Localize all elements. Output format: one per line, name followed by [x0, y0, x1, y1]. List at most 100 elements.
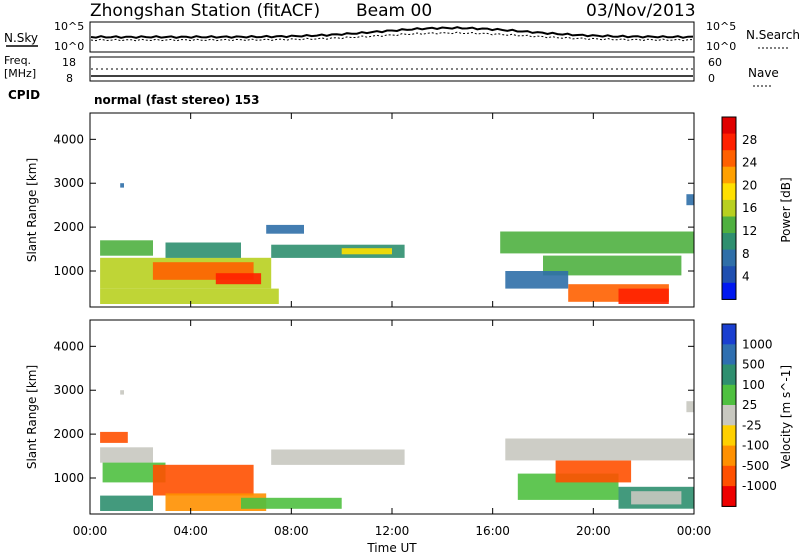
- nave-label: Nave: [748, 66, 779, 80]
- x-tick-label: 00:00: [677, 524, 712, 538]
- power-colorbar-segment: [722, 199, 736, 217]
- power-region-13: [505, 271, 569, 289]
- velocity-ytick-label: 2000: [53, 427, 84, 441]
- power-colorbar-segment: [722, 117, 736, 135]
- x-tick-label: 16:00: [475, 524, 510, 538]
- velocity-colorbar-tick: 500: [742, 358, 765, 372]
- velocity-colorbar-tick: 25: [742, 398, 757, 412]
- power-colorbar-tick: 8: [742, 247, 750, 261]
- power-ytick-label: 3000: [53, 176, 84, 190]
- velocity-colorbar-segment: [722, 324, 736, 345]
- nave-tick-bottom: 0: [708, 72, 715, 85]
- velocity-colorbar-segment: [722, 425, 736, 447]
- velocity-colorbar-segment: [722, 486, 736, 507]
- velocity-region-4: [100, 495, 153, 511]
- freq-unit: [MHz]: [4, 67, 36, 80]
- noise-sky-line: [90, 26, 694, 39]
- x-tick-labels: 00:00 04:00 08:00 12:00 16:00 20:00 00:00: [73, 524, 712, 538]
- date-label: 03/Nov/2013: [586, 1, 696, 21]
- velocity-region-7: [241, 497, 342, 509]
- velocity-colorbar-tick: -500: [742, 459, 769, 473]
- power-region-6: [271, 244, 405, 258]
- freq-panel-frame: [89, 56, 695, 82]
- velocity-colorbar-tick: -100: [742, 439, 769, 453]
- power-colorbar-tick: 16: [742, 201, 757, 215]
- velocity-colorbar-segment: [722, 465, 736, 487]
- velocity-ytick-label: 4000: [53, 339, 84, 353]
- velocity-colorbar-tick: 1000: [742, 337, 773, 351]
- power-colorbar-tick: 24: [742, 156, 757, 170]
- power-colorbar-segment: [722, 233, 736, 251]
- x-tick-label: 08:00: [274, 524, 309, 538]
- velocity-colorbar-tick: -25: [742, 418, 762, 432]
- velocity-ylabel: Slant Range [km]: [25, 365, 39, 469]
- power-colorbar-tick: 28: [742, 133, 757, 147]
- cpid-text: normal (fast stereo) 153: [94, 93, 260, 107]
- velocity-colorbar-tick: 100: [742, 378, 765, 392]
- freq-tick-top: 18: [62, 56, 76, 69]
- freq-tick-bottom: 8: [66, 72, 73, 85]
- velocity-ytick-label: 3000: [53, 383, 84, 397]
- velocity-colorbar-segment: [722, 384, 736, 406]
- power-colorbar-segment: [722, 249, 736, 267]
- power-colorbar-segment: [722, 150, 736, 168]
- velocity-region-1: [102, 462, 166, 483]
- power-colorbar-tick: 12: [742, 224, 757, 238]
- power-region-7: [341, 248, 392, 255]
- noise-panel: N.Sky 10^5 10^0 10^5 10^0 N.Search: [4, 20, 800, 53]
- power-colorbar-segment: [722, 166, 736, 184]
- power-region-5: [165, 242, 241, 258]
- x-tick-label: 12:00: [375, 524, 410, 538]
- power-colorbar-segment: [722, 216, 736, 234]
- velocity-panel: 1000 2000 3000 4000 Slant Range [km]: [25, 319, 695, 515]
- beam-label: Beam 00: [356, 1, 432, 21]
- velocity-colorbar-segment: [722, 344, 736, 366]
- power-colorbar-tick: 4: [742, 270, 750, 284]
- power-colorbar-segment: [722, 133, 736, 151]
- freq-label: Freq.: [4, 54, 31, 67]
- power-colorbar-label: Power [dB]: [779, 177, 793, 242]
- velocity-region-2: [152, 464, 254, 496]
- power-region-15: [686, 194, 694, 206]
- cpid-label: CPID: [8, 88, 40, 102]
- power-ytick-label: 2000: [53, 220, 84, 234]
- power-colorbar-frame: [721, 116, 737, 300]
- nave-tick-top: 60: [708, 56, 722, 69]
- power-region-14: [120, 183, 124, 188]
- chart-title: Zhongshan Station (fitACF): [90, 1, 320, 21]
- power-colorbar-segment: [722, 282, 736, 300]
- power-region-10: [543, 255, 682, 276]
- power-colorbar-segment: [722, 183, 736, 201]
- velocity-region-14: [686, 401, 694, 413]
- power-region-12: [618, 288, 669, 304]
- velocity-region-13: [120, 390, 124, 395]
- noise-search-line: [90, 31, 694, 42]
- power-colorbar-segment: [722, 266, 736, 284]
- velocity-region-8: [505, 438, 695, 461]
- velocity-colorbar-segment: [722, 405, 736, 426]
- power-region-4: [100, 288, 279, 304]
- noise-tick-left-top: 10^5: [54, 20, 84, 33]
- freq-panel: Freq. [MHz] 18 8 60 0 Nave: [4, 54, 779, 87]
- velocity-region-12: [631, 491, 682, 505]
- noise-panel-frame: [89, 21, 695, 53]
- power-colorbar: 4 8 12 16 20 24 28 Power [dB]: [721, 116, 793, 300]
- x-tick-label: 00:00: [73, 524, 108, 538]
- power-ytick-label: 4000: [53, 132, 84, 146]
- velocity-colorbar-label: Velocity [m s^-1]: [779, 365, 793, 469]
- power-region-3: [215, 273, 262, 285]
- noise-tick-right-bottom: 10^0: [706, 40, 736, 53]
- velocity-colorbar-tick: -1000: [742, 479, 777, 493]
- x-tick-label: 04:00: [173, 524, 208, 538]
- noise-tick-right-top: 10^5: [706, 20, 736, 33]
- power-region-0: [100, 240, 153, 256]
- noise-tick-left-bottom: 10^0: [54, 40, 84, 53]
- power-colorbar-tick: 20: [742, 178, 757, 192]
- velocity-colorbar-frame: [721, 323, 737, 507]
- power-ylabel: Slant Range [km]: [25, 158, 39, 262]
- x-axis-label: Time UT: [366, 541, 417, 554]
- power-panel: 1000 2000 3000 4000 Slant Range [km]: [25, 112, 695, 308]
- x-tick-label: 20:00: [576, 524, 611, 538]
